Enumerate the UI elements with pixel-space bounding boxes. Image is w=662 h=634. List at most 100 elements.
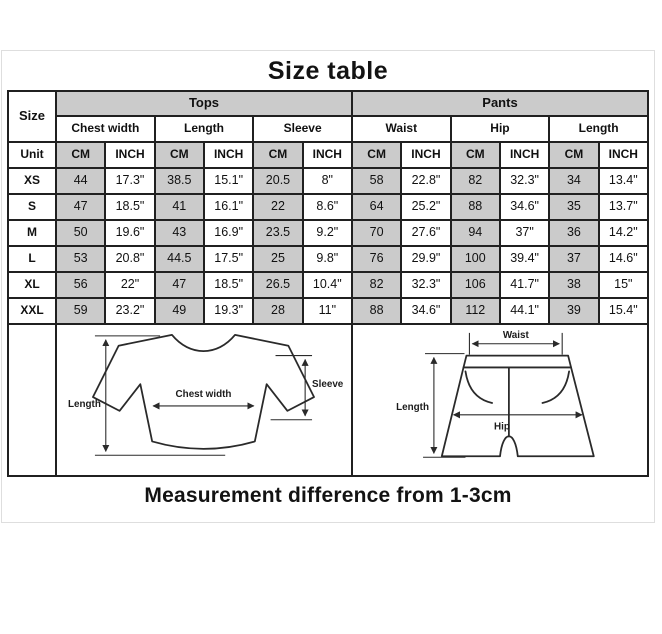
value-cell: 19.3" <box>202 297 255 325</box>
value-cell: 41 <box>153 193 205 221</box>
tshirt-sleeve-label: Sleeve <box>312 379 344 390</box>
value-cell: 44.5 <box>153 245 205 273</box>
size-label-cell: M <box>7 219 57 247</box>
tshirt-diagram-cell: Length Chest width Sleeve <box>55 323 353 477</box>
value-cell: 82 <box>350 271 403 299</box>
unit-cm-cell: CM <box>153 141 205 169</box>
unit-cm-cell: CM <box>449 141 501 169</box>
size-table: Size Tops Pants Chest width Length Sleeve W… <box>7 90 650 477</box>
shorts-waist-label: Waist <box>503 330 530 341</box>
unit-inch-cell: INCH <box>498 141 551 169</box>
value-cell: 37 <box>548 245 600 273</box>
value-cell: 8.6" <box>301 193 353 221</box>
unit-header-cell: Unit <box>7 141 57 169</box>
value-cell: 44.1" <box>498 297 551 325</box>
empty-size-cell <box>7 323 57 477</box>
value-cell: 18.5" <box>202 271 255 299</box>
value-cell: 25.2" <box>400 193 452 221</box>
size-row-m: M 50 19.6" 43 16.9" 23.5 9.2" 70 27.6" 94 37" 36 14.… <box>7 219 650 247</box>
value-cell: 15" <box>597 271 650 299</box>
value-cell: 17.5" <box>202 245 255 273</box>
shorts-outline <box>440 354 595 458</box>
size-label-cell: XXL <box>7 297 57 325</box>
value-cell: 59 <box>54 297 107 325</box>
measurement-note: Measurement difference from 1-3cm <box>144 484 512 507</box>
value-cell: 16.9" <box>202 219 255 247</box>
subheader-pants-hip: Hip <box>449 115 551 143</box>
value-cell: 100 <box>449 245 501 273</box>
size-row-xs: XS 44 17.3" 38.5 15.1" 20.5 8" 58 22.8" 82 32.3" 34… <box>7 167 650 195</box>
group-header-row: Size Tops Pants <box>7 90 650 143</box>
value-cell: 76 <box>350 245 403 273</box>
tshirt-chest-label: Chest width <box>176 389 232 400</box>
unit-row: Unit CM INCH CM INCH CM INCH CM INCH CM INCH CM INC… <box>7 141 650 169</box>
value-cell: 13.7" <box>597 193 650 221</box>
subheader-tops-sleeve: Sleeve <box>252 115 353 143</box>
size-header-cell: Size <box>7 90 57 143</box>
size-row-xxl: XXL 59 23.2" 49 19.3" 28 11" 88 34.6" 112 44.1" 39 1… <box>7 297 650 325</box>
value-cell: 27.6" <box>400 219 452 247</box>
tops-group-header: Tops <box>55 90 353 117</box>
subheader-pants-waist: Waist <box>350 115 452 143</box>
value-cell: 34.6" <box>498 193 551 221</box>
tshirt-diagram: Length Chest width Sleeve <box>68 333 344 456</box>
value-cell: 50 <box>54 219 107 247</box>
size-row-s: S 47 18.5" 41 16.1" 22 8.6" 64 25.2" 88 34.6" 35 13.… <box>7 193 650 221</box>
tshirt-outline <box>92 333 315 450</box>
value-cell: 49 <box>153 297 205 325</box>
value-cell: 106 <box>449 271 501 299</box>
value-cell: 18.5" <box>104 193 156 221</box>
size-row-xl: XL 56 22" 47 18.5" 26.5 10.4" 82 32.3" 106 41.7" 38… <box>7 271 650 299</box>
value-cell: 88 <box>350 297 403 325</box>
value-cell: 39 <box>548 297 600 325</box>
value-cell: 82 <box>449 167 501 195</box>
measure-header-row: Chest width Length Sleeve Waist Hip Length <box>8 115 649 143</box>
value-cell: 16.1" <box>202 193 255 221</box>
diagram-row: Length Chest width Sleeve <box>7 323 650 477</box>
value-cell: 26.5 <box>252 271 304 299</box>
value-cell: 9.2" <box>301 219 353 247</box>
value-cell: 34 <box>548 167 600 195</box>
value-cell: 20.5 <box>252 167 304 195</box>
value-cell: 32.3" <box>400 271 452 299</box>
value-cell: 41.7" <box>498 271 551 299</box>
value-cell: 94 <box>449 219 501 247</box>
value-cell: 43 <box>153 219 205 247</box>
value-cell: 29.9" <box>400 245 452 273</box>
value-cell: 14.2" <box>597 219 650 247</box>
size-row-l: L 53 20.8" 44.5 17.5" 25 9.8" 76 29.9" 100 39.4" 37… <box>7 245 650 273</box>
value-cell: 70 <box>350 219 403 247</box>
shorts-hip-label: Hip <box>494 422 510 433</box>
shorts-diagram: Waist Length Hip <box>396 330 595 458</box>
value-cell: 11" <box>301 297 353 325</box>
value-cell: 34.6" <box>400 297 452 325</box>
value-cell: 9.8" <box>301 245 353 273</box>
value-cell: 22 <box>252 193 304 221</box>
value-cell: 112 <box>449 297 501 325</box>
value-cell: 15.4" <box>597 297 650 325</box>
unit-cm-cell: CM <box>252 141 304 169</box>
pants-group-header: Pants <box>350 90 650 117</box>
value-cell: 53 <box>54 245 107 273</box>
value-cell: 36 <box>548 219 600 247</box>
value-cell: 38 <box>548 271 600 299</box>
unit-cm-cell: CM <box>54 141 107 169</box>
value-cell: 23.5 <box>252 219 304 247</box>
value-cell: 88 <box>449 193 501 221</box>
value-cell: 35 <box>548 193 600 221</box>
size-label-cell: XL <box>7 271 57 299</box>
value-cell: 58 <box>350 167 403 195</box>
value-cell: 47 <box>54 193 107 221</box>
value-cell: 10.4" <box>301 271 353 299</box>
left-pocket-curve <box>464 370 493 404</box>
subheader-pants-length: Length <box>548 115 649 143</box>
shorts-diagram-cell: Waist Length Hip <box>350 323 650 477</box>
unit-inch-cell: INCH <box>104 141 156 169</box>
value-cell: 17.3" <box>104 167 156 195</box>
value-cell: 8" <box>301 167 353 195</box>
size-label-cell: S <box>7 193 57 221</box>
value-cell: 22.8" <box>400 167 452 195</box>
unit-inch-cell: INCH <box>202 141 255 169</box>
value-cell: 19.6" <box>104 219 156 247</box>
